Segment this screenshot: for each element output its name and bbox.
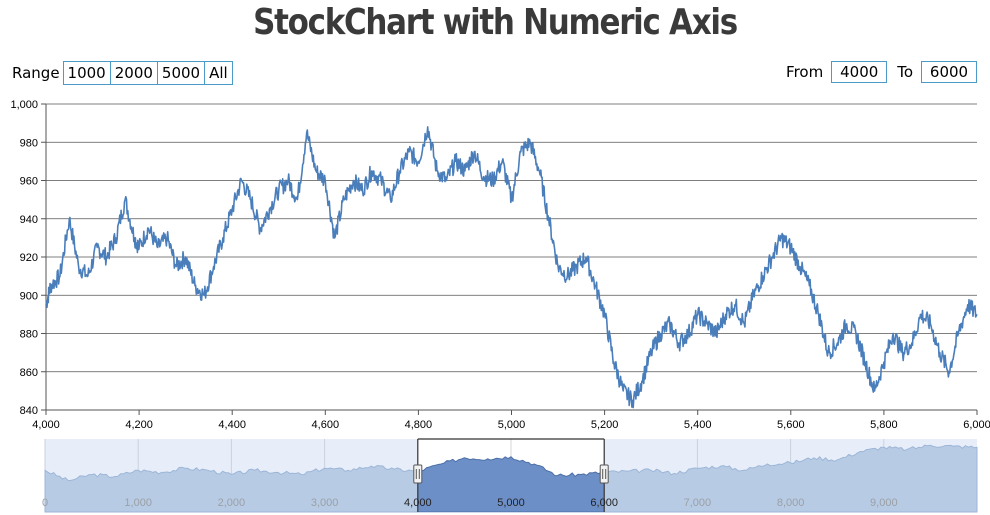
navigator-tick-label-9: 9,000	[870, 497, 898, 509]
x-tick-label-8: 5,600	[777, 419, 805, 431]
navigator[interactable]: 0 1,000 2,000 3,000 4,000 5,000 6,000 7,000 8,00…	[42, 438, 978, 513]
navigator-tick-label-1: 1,000	[124, 497, 152, 509]
navigator-tick-label-5: 5,000	[497, 497, 525, 509]
x-tick-label-0: 4,000	[32, 419, 60, 431]
x-tick-label-4: 4,800	[405, 419, 433, 431]
navigator-tick-label-2: 2,000	[218, 497, 246, 509]
y-tick-label-3: 900	[20, 290, 38, 302]
range-inputs: From To	[786, 61, 977, 83]
range-button-1000[interactable]: 1000	[62, 61, 111, 85]
from-input[interactable]	[831, 61, 888, 83]
x-axis: 4,000 4,200 4,400 4,600 4,800 5,000 5,200 5,400…	[32, 409, 990, 431]
x-tick-label-10: 6,000	[963, 419, 990, 431]
range-label: Range	[12, 64, 60, 82]
navigator-tick-label-7: 7,000	[684, 497, 712, 509]
handle-grip	[599, 464, 609, 484]
y-tick-label-5: 940	[20, 214, 38, 226]
y-axis: 840 860 880 900 920 940 960 980 1,000	[10, 99, 47, 417]
x-tick-label-7: 5,400	[684, 419, 712, 431]
navigator-tick-label-6: 6,000	[590, 497, 618, 509]
x-tick-label-5: 5,000	[498, 419, 526, 431]
navigator-right-handle[interactable]	[599, 464, 609, 484]
x-tick-label-3: 4,600	[312, 419, 340, 431]
y-tick-label-0: 840	[20, 405, 38, 417]
navigator-tick-label-0: 0	[42, 497, 48, 509]
to-label: To	[897, 63, 913, 81]
navigator-tick-label-4: 4,000	[404, 497, 432, 509]
navigator-tick-label-8: 8,000	[777, 497, 805, 509]
range-selector: Range 1000 2000 5000 All	[12, 61, 233, 85]
from-label: From	[786, 63, 824, 81]
x-tick-label-2: 4,400	[218, 419, 246, 431]
x-tick-label-1: 4,200	[125, 419, 153, 431]
y-tick-label-6: 960	[20, 176, 38, 188]
navigator-tick-label-3: 3,000	[311, 497, 339, 509]
range-button-2000[interactable]: 2000	[109, 61, 158, 85]
y-tick-label-1: 860	[20, 367, 38, 379]
y-tick-label-7: 980	[20, 137, 38, 149]
x-tick-label-6: 5,200	[591, 419, 619, 431]
y-tick-label-4: 920	[20, 252, 38, 264]
navigator-left-handle[interactable]	[413, 464, 423, 484]
series-group	[45, 126, 978, 409]
handle-grip	[413, 464, 423, 484]
to-input[interactable]	[921, 61, 977, 83]
x-tick-label-9: 5,800	[870, 419, 898, 431]
page-title: StockChart with Numeric Axis	[253, 2, 738, 43]
y-tick-label-2: 880	[20, 329, 38, 341]
series-line	[45, 126, 978, 409]
range-button-all[interactable]: All	[204, 61, 233, 85]
y-tick-label-8: 1,000	[10, 99, 38, 111]
navigator-selected-area	[417, 456, 605, 512]
